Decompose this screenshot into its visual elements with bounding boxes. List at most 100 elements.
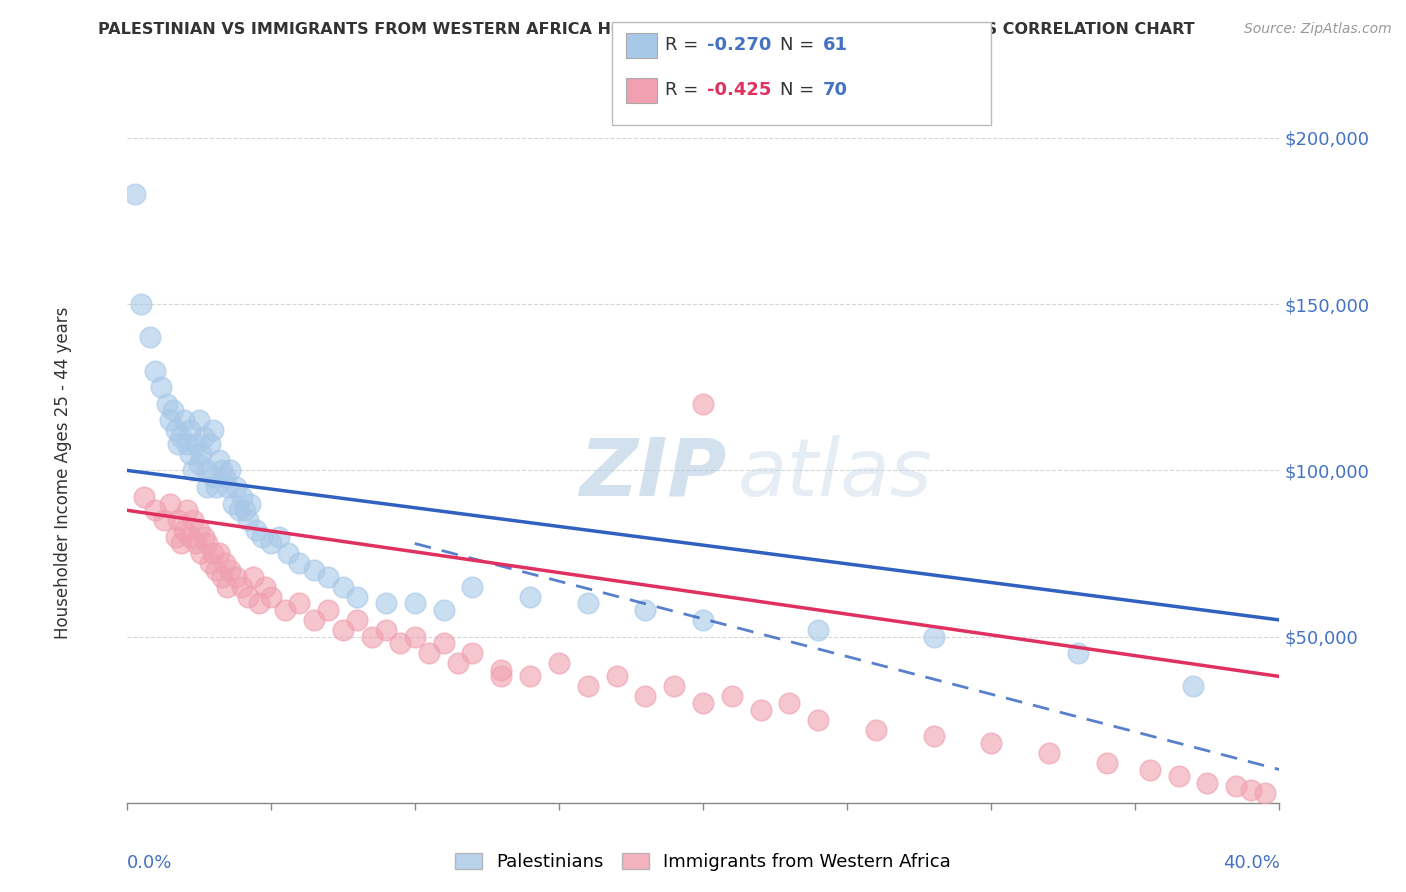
Point <box>145 363 166 377</box>
Point <box>274 603 297 617</box>
Point <box>1139 763 1161 777</box>
Point <box>205 480 228 494</box>
Point <box>404 630 426 644</box>
Point <box>288 557 311 571</box>
Point <box>634 603 657 617</box>
Point <box>277 546 299 560</box>
Point <box>190 546 212 560</box>
Point <box>418 646 440 660</box>
Point <box>193 530 215 544</box>
Point <box>519 590 541 604</box>
Point <box>179 530 201 544</box>
Point <box>214 470 236 484</box>
Point <box>332 580 354 594</box>
Point <box>288 596 311 610</box>
Point <box>548 656 571 670</box>
Point <box>1067 646 1090 660</box>
Point <box>187 457 209 471</box>
Point <box>1181 680 1204 694</box>
Point <box>217 580 239 594</box>
Point <box>195 480 218 494</box>
Point <box>217 480 239 494</box>
Point <box>202 470 225 484</box>
Point <box>198 557 221 571</box>
Point <box>302 613 325 627</box>
Point <box>242 570 264 584</box>
Point <box>346 613 368 627</box>
Point <box>1038 746 1060 760</box>
Point <box>807 623 830 637</box>
Point <box>865 723 887 737</box>
Point <box>162 403 184 417</box>
Point <box>179 447 201 461</box>
Point <box>124 187 146 202</box>
Text: 61: 61 <box>823 37 848 54</box>
Point <box>219 563 242 577</box>
Point <box>1167 769 1189 783</box>
Point <box>176 503 198 517</box>
Point <box>173 413 195 427</box>
Point <box>170 430 193 444</box>
Point <box>222 497 245 511</box>
Point <box>250 530 273 544</box>
Point <box>980 736 1002 750</box>
Point <box>184 536 207 550</box>
Point <box>129 297 152 311</box>
Point <box>233 503 256 517</box>
Point <box>519 669 541 683</box>
Point <box>167 513 190 527</box>
Point <box>145 503 166 517</box>
Point <box>165 530 187 544</box>
Text: -0.425: -0.425 <box>707 81 772 99</box>
Point <box>193 430 215 444</box>
Point <box>749 703 772 717</box>
Point <box>231 490 253 504</box>
Text: Householder Income Ages 25 - 44 years: Householder Income Ages 25 - 44 years <box>55 307 72 639</box>
Point <box>259 590 281 604</box>
Point <box>1225 779 1247 793</box>
Point <box>389 636 412 650</box>
Point <box>211 570 233 584</box>
Point <box>692 696 714 710</box>
Point <box>779 696 801 710</box>
Text: ZIP: ZIP <box>579 434 725 513</box>
Point <box>165 424 187 438</box>
Point <box>576 680 599 694</box>
Point <box>195 463 218 477</box>
Point <box>190 447 212 461</box>
Legend: Palestinians, Immigrants from Western Africa: Palestinians, Immigrants from Western Af… <box>447 846 959 879</box>
Point <box>228 503 250 517</box>
Point <box>433 603 456 617</box>
Point <box>132 490 155 504</box>
Text: 70: 70 <box>823 81 848 99</box>
Point <box>187 523 209 537</box>
Point <box>259 536 281 550</box>
Point <box>195 536 218 550</box>
Point <box>205 563 228 577</box>
Point <box>692 397 714 411</box>
Point <box>150 380 173 394</box>
Point <box>576 596 599 610</box>
Text: 40.0%: 40.0% <box>1223 854 1279 872</box>
Point <box>181 513 204 527</box>
Point <box>167 436 190 450</box>
Point <box>184 436 207 450</box>
Point <box>187 413 209 427</box>
Point <box>173 523 195 537</box>
Point <box>253 580 276 594</box>
Text: N =: N = <box>780 37 820 54</box>
Point <box>922 630 945 644</box>
Point <box>374 596 398 610</box>
Point <box>1095 756 1118 770</box>
Point <box>236 513 259 527</box>
Point <box>208 453 231 467</box>
Text: 0.0%: 0.0% <box>127 854 172 872</box>
Point <box>922 729 945 743</box>
Point <box>807 713 830 727</box>
Point <box>247 596 270 610</box>
Point <box>231 580 253 594</box>
Point <box>245 523 267 537</box>
Point <box>225 570 247 584</box>
Point <box>404 596 426 610</box>
Point <box>433 636 456 650</box>
